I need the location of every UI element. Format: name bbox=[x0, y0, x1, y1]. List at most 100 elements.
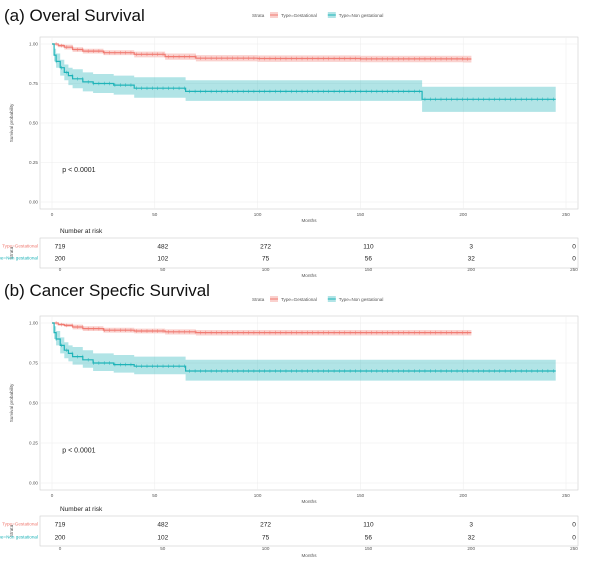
risk-count: 719 bbox=[55, 521, 66, 528]
survival-curve bbox=[52, 43, 472, 60]
y-tick-label: 1.00 bbox=[29, 42, 38, 47]
risk-x-tick: 50 bbox=[160, 546, 166, 551]
risk-table-title: Number at risk bbox=[60, 506, 103, 513]
risk-count: 110 bbox=[363, 521, 374, 528]
risk-x-tick: 50 bbox=[160, 267, 166, 272]
legend-item: Type=Non gestational bbox=[327, 296, 384, 302]
x-tick-label: 100 bbox=[254, 493, 262, 498]
risk-row: Type=Non gestational 200 102 75 56 32 0 bbox=[0, 255, 576, 262]
x-tick-label: 200 bbox=[459, 493, 467, 498]
risk-row: Type=Gestational 719 482 272 110 3 0 bbox=[2, 243, 576, 250]
x-tick-label: 50 bbox=[152, 493, 158, 498]
risk-row-label: Type=Gestational bbox=[2, 244, 38, 249]
risk-count: 0 bbox=[572, 255, 576, 262]
x-axis-label: Months bbox=[301, 218, 317, 223]
risk-count: 0 bbox=[572, 521, 576, 528]
p-value: p < 0.0001 bbox=[62, 167, 95, 174]
series bbox=[52, 322, 556, 381]
y-axis-label: Survival probability bbox=[9, 103, 14, 142]
risk-count: 75 bbox=[262, 534, 270, 541]
y-tick-label: 0.50 bbox=[29, 401, 38, 406]
y-tick-label: 1.00 bbox=[29, 321, 38, 326]
legend: Strata Type=Gestational Type=Non gestation… bbox=[252, 12, 383, 18]
risk-count: 3 bbox=[469, 243, 473, 250]
y-tick-label: 0.75 bbox=[29, 81, 38, 86]
legend-label: Type=Non gestational bbox=[339, 297, 384, 302]
risk-count: 32 bbox=[468, 255, 476, 262]
y-tick-label: 0.25 bbox=[29, 441, 38, 446]
risk-table-title: Number at risk bbox=[60, 228, 103, 235]
x-axis-label: Months bbox=[301, 499, 317, 504]
risk-row: Type=Gestational 719 482 272 110 3 0 bbox=[2, 521, 576, 528]
legend-item: Type=Gestational bbox=[270, 296, 317, 302]
risk-table-ylabel: Strata bbox=[9, 246, 14, 259]
risk-count: 272 bbox=[260, 521, 271, 528]
y-tick-label: 0.00 bbox=[29, 200, 38, 205]
risk-x-label: Months bbox=[301, 273, 317, 278]
panel-title: (a) Overal Survival bbox=[4, 6, 145, 25]
legend-item: Type=Gestational bbox=[270, 12, 317, 18]
x-tick-label: 250 bbox=[562, 212, 570, 217]
risk-table-ylabel: Strata bbox=[9, 524, 14, 537]
x-tick-label: 150 bbox=[357, 493, 365, 498]
risk-count: 3 bbox=[469, 521, 473, 528]
risk-count: 482 bbox=[157, 243, 168, 250]
risk-row-label: Type=Non gestational bbox=[0, 535, 38, 540]
x-tick-label: 200 bbox=[459, 212, 467, 217]
y-tick-label: 0.25 bbox=[29, 160, 38, 165]
risk-count: 272 bbox=[260, 243, 271, 250]
risk-x-tick: 150 bbox=[365, 267, 373, 272]
risk-x-tick: 200 bbox=[467, 546, 475, 551]
risk-row-label: Type=Gestational bbox=[2, 522, 38, 527]
risk-x-tick: 150 bbox=[365, 546, 373, 551]
risk-row-label: Type=Non gestational bbox=[0, 256, 38, 261]
risk-x-tick: 250 bbox=[570, 546, 578, 551]
risk-count: 110 bbox=[363, 243, 374, 250]
risk-x-tick: 0 bbox=[59, 546, 62, 551]
series bbox=[52, 42, 472, 63]
risk-count: 56 bbox=[365, 534, 373, 541]
survival-curve bbox=[52, 322, 472, 334]
risk-count: 75 bbox=[262, 255, 270, 262]
legend: Strata Type=Gestational Type=Non gestation… bbox=[252, 296, 383, 302]
risk-count: 56 bbox=[365, 255, 373, 262]
risk-x-label: Months bbox=[301, 553, 317, 558]
risk-x-tick: 100 bbox=[262, 546, 270, 551]
legend-item: Type=Non gestational bbox=[327, 12, 384, 18]
y-tick-label: 0.00 bbox=[29, 481, 38, 486]
risk-count: 200 bbox=[55, 255, 66, 262]
p-value: p < 0.0001 bbox=[62, 448, 95, 455]
panel-overall-survival: (a) Overal Survival Strata Type=Gestation… bbox=[0, 6, 579, 278]
risk-count: 200 bbox=[55, 534, 66, 541]
risk-count: 0 bbox=[572, 534, 576, 541]
y-tick-label: 0.75 bbox=[29, 361, 38, 366]
risk-table-panel bbox=[39, 515, 579, 547]
x-tick-label: 0 bbox=[51, 493, 54, 498]
x-tick-label: 50 bbox=[152, 212, 158, 217]
legend-label: Type=Gestational bbox=[281, 297, 317, 302]
risk-x-tick: 100 bbox=[262, 267, 270, 272]
risk-x-tick: 250 bbox=[570, 267, 578, 272]
y-tick-label: 0.50 bbox=[29, 121, 38, 126]
ci-band bbox=[52, 44, 472, 63]
risk-count: 102 bbox=[157, 534, 168, 541]
x-tick-label: 250 bbox=[562, 493, 570, 498]
legend-label: Type=Gestational bbox=[281, 13, 317, 18]
series bbox=[52, 321, 472, 336]
risk-table-panel bbox=[39, 237, 579, 269]
x-tick-label: 150 bbox=[357, 212, 365, 217]
risk-count: 32 bbox=[468, 534, 476, 541]
risk-row: Type=Non gestational 200 102 75 56 32 0 bbox=[0, 534, 576, 541]
km-plot: 0 50 100 150 200 250 0.00 0.25 0.50 0.75 1.00 Month… bbox=[9, 36, 579, 223]
panel-cancer-specific-survival: (b) Cancer Specfic Survival Strata Type=G… bbox=[0, 281, 579, 558]
risk-count: 102 bbox=[157, 255, 168, 262]
risk-x-tick: 200 bbox=[467, 267, 475, 272]
risk-x-tick: 0 bbox=[59, 267, 62, 272]
legend-label: Type=Non gestational bbox=[339, 13, 384, 18]
legend-title: Strata bbox=[252, 13, 265, 18]
ci-band bbox=[52, 44, 556, 112]
panel-title: (b) Cancer Specfic Survival bbox=[4, 281, 210, 300]
